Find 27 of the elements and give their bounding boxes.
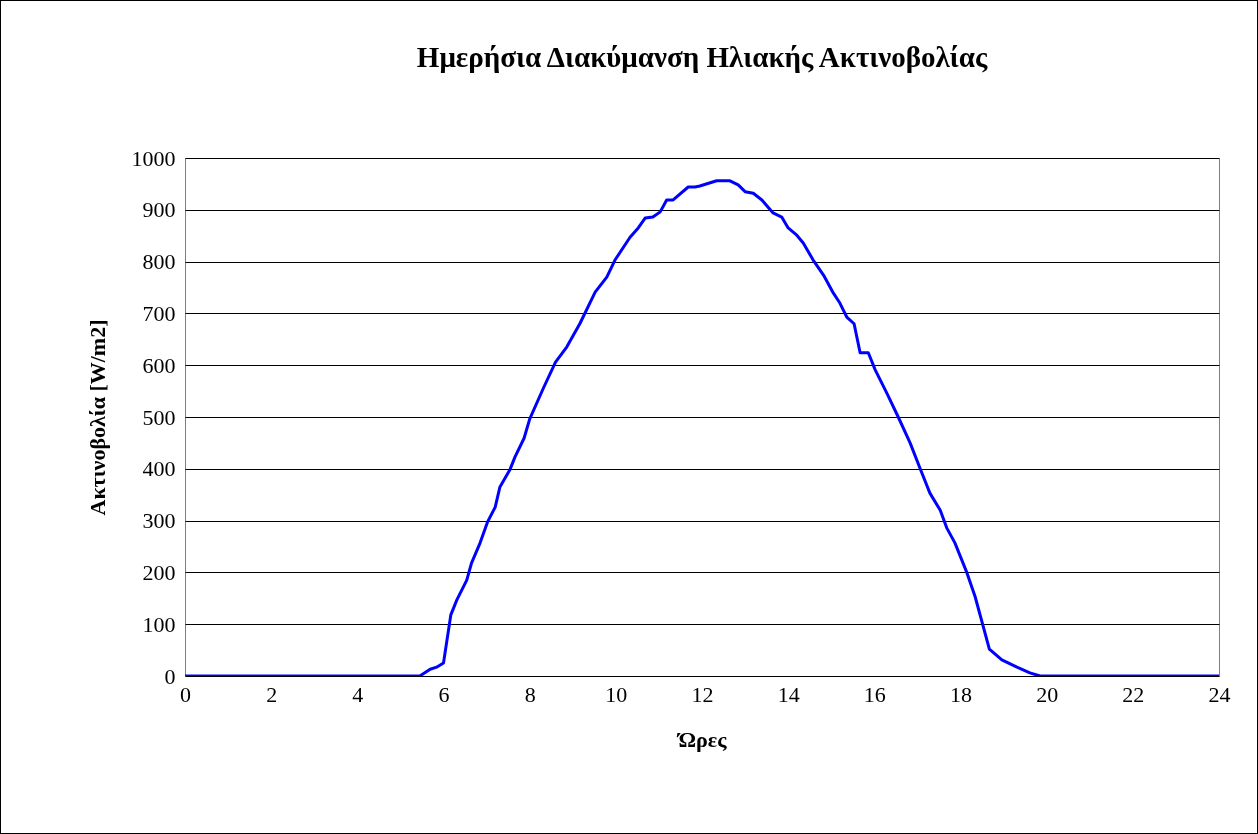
y-tick-label: 600 bbox=[142, 352, 176, 378]
x-tick-label: 8 bbox=[524, 681, 536, 707]
y-tick-label: 400 bbox=[142, 456, 176, 482]
x-tick-label: 24 bbox=[1208, 681, 1231, 707]
x-tick-label: 10 bbox=[605, 681, 628, 707]
y-tick-label: 200 bbox=[142, 559, 176, 585]
x-axis-title: Ώρες bbox=[676, 726, 728, 752]
y-tick-label: 900 bbox=[142, 197, 176, 223]
x-tick-label: 12 bbox=[691, 681, 714, 707]
y-tick-label: 800 bbox=[142, 249, 176, 275]
y-tick-label: 300 bbox=[142, 508, 176, 534]
y-tick-label: 0 bbox=[164, 663, 176, 689]
y-tick-label: 1000 bbox=[131, 145, 176, 171]
x-tick-label: 4 bbox=[352, 681, 364, 707]
y-tick-label: 100 bbox=[142, 611, 176, 637]
x-tick-label: 2 bbox=[266, 681, 278, 707]
x-tick-label: 16 bbox=[863, 681, 886, 707]
chart-title: Ημερήσια Διακύμανση Ηλιακής Ακτινοβολίας bbox=[416, 41, 988, 73]
x-tick-label: 18 bbox=[950, 681, 972, 707]
y-tick-label: 700 bbox=[142, 300, 176, 326]
x-tick-label: 14 bbox=[777, 681, 800, 707]
x-tick-label: 20 bbox=[1036, 681, 1059, 707]
line-series bbox=[185, 179, 1219, 676]
y-axis-title: Ακτινοβολία [W/m2] bbox=[84, 319, 110, 516]
x-tick-label: 22 bbox=[1122, 681, 1145, 707]
x-tick-label: 6 bbox=[438, 681, 450, 707]
y-tick-label: 500 bbox=[142, 404, 176, 430]
